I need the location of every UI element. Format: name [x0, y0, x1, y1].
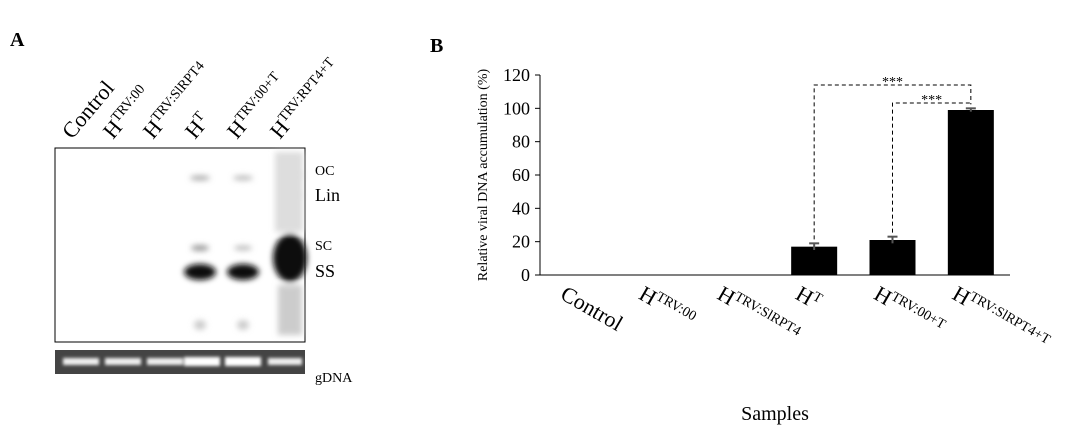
y-tick-label: 40	[512, 198, 530, 218]
loading-label: gDNA	[315, 371, 353, 386]
lane-label-sup: TRV:RPT4+T	[276, 55, 338, 125]
x-tick-label-base: Control	[557, 281, 628, 336]
y-tick-label: 80	[512, 132, 530, 152]
x-tick-label: HTRV:00+T	[870, 281, 949, 341]
lane-label: HTRV:RPT4+T	[265, 54, 345, 143]
figure: A ControlHTRV:00HTRV:SlRPT4HTHTRV:00+THT…	[0, 0, 1075, 428]
x-tick-label: HTRV:00	[635, 281, 699, 332]
panel-label: A	[10, 29, 25, 51]
band-label: OC	[315, 164, 334, 179]
blot	[55, 148, 305, 342]
y-tick-label: 120	[503, 65, 530, 85]
x-tick-label-sup: TRV:SlRPT4	[732, 289, 804, 339]
x-tick-label: HT	[792, 281, 826, 315]
x-tick-label-sup: TRV:SlRPT4+T	[967, 289, 1053, 347]
y-tick-label: 100	[503, 98, 530, 118]
y-tick-label: 60	[512, 165, 530, 185]
x-tick-label-sup: TRV:00	[653, 289, 698, 324]
y-tick-label: 20	[512, 232, 530, 252]
significance-label: ***	[921, 93, 942, 108]
x-tick-label-sup: TRV:00+T	[888, 289, 948, 332]
x-tick-label: HTRV:SlRPT4+T	[948, 281, 1053, 356]
bar	[791, 247, 837, 275]
y-axis-label: Relative viral DNA accumulation (%)	[476, 69, 491, 282]
x-tick-label: Control	[557, 281, 628, 336]
x-axis-label: Samples	[741, 403, 809, 425]
y-tick-label: 0	[521, 265, 530, 285]
x-tick-label: HTRV:SlRPT4	[713, 281, 803, 348]
panel-label: B	[430, 35, 443, 57]
band-label: SC	[315, 239, 332, 254]
band-label: Lin	[315, 185, 340, 205]
band-label: SS	[315, 261, 335, 281]
significance-label: ***	[882, 75, 903, 90]
bar	[870, 240, 916, 275]
bar	[948, 110, 994, 275]
lane-label: HT	[180, 108, 215, 143]
